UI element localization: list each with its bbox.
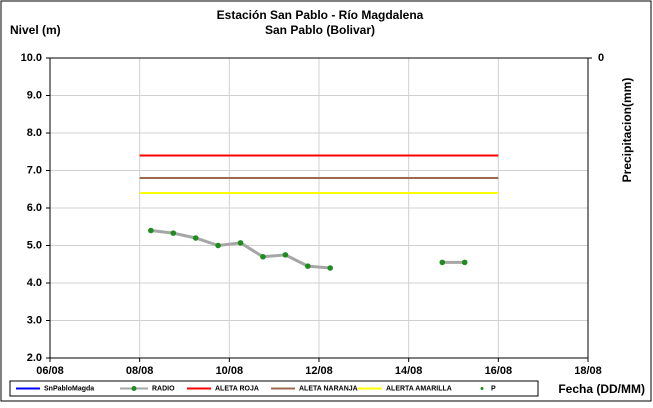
y-tick-label: 4.0: [27, 277, 42, 289]
x-tick-label: 14/08: [395, 365, 423, 377]
x-tick-label: 12/08: [305, 365, 333, 377]
legend-marker: [131, 386, 137, 391]
x-axis-label: Fecha (DD/MM): [558, 382, 645, 396]
y-tick-label: 6.0: [27, 202, 42, 214]
data-point: [304, 263, 311, 269]
y2-tick-label: 0: [598, 52, 604, 64]
data-point: [282, 252, 289, 258]
x-tick-label: 10/08: [216, 365, 244, 377]
data-point: [237, 240, 244, 246]
y-tick-label: 3.0: [27, 314, 42, 326]
y-tick-label: 7.0: [27, 164, 42, 176]
x-tick-label: 18/08: [574, 365, 602, 377]
y-tick-label: 5.0: [27, 239, 42, 251]
plot-area: [49, 57, 589, 359]
data-point: [439, 259, 446, 266]
data-point: [461, 259, 468, 266]
chart-title: Estación San Pablo - Río Magdalena: [217, 8, 424, 22]
y-tick-label: 8.0: [27, 127, 42, 139]
y-axis-label: Nivel (m): [10, 23, 61, 37]
x-tick-label: 08/08: [126, 365, 154, 377]
y-tick-label: 2.0: [27, 352, 42, 364]
y-tick-label: 10.0: [21, 52, 42, 64]
data-point: [148, 227, 154, 234]
data-point: [192, 235, 199, 241]
legend-label: ALERTA AMARILLA: [386, 385, 452, 392]
legend-label: ALETA NARANJA: [299, 385, 358, 392]
data-point: [260, 253, 266, 260]
x-tick-label: 16/08: [485, 365, 513, 377]
data-point: [327, 265, 334, 271]
data-point: [215, 242, 221, 249]
legend-marker: [480, 387, 484, 390]
legend-label: RADIO: [152, 385, 175, 392]
x-tick-label: 06/08: [36, 365, 64, 377]
legend-label: ALETA ROJA: [215, 385, 259, 392]
legend-label: SnPabloMagda: [44, 385, 94, 392]
y-tick-label: 9.0: [27, 89, 42, 101]
legend-label: P: [491, 385, 496, 392]
y2-axis-label: Precipitacion(mm): [620, 78, 634, 183]
chart-subtitle: San Pablo (Bolivar): [265, 23, 375, 37]
data-point: [170, 230, 177, 236]
